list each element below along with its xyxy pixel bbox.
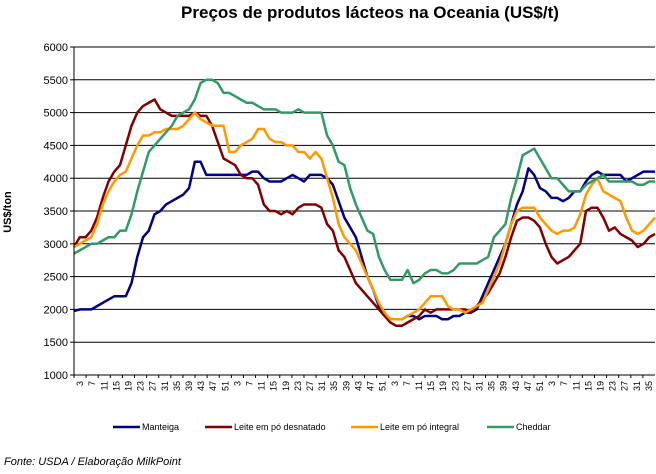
x-tick-label: 35 (172, 381, 182, 391)
legend-label-3: Leite em pó integral (380, 422, 459, 432)
x-tick-label: 19 (438, 381, 448, 391)
x-tick-label: 39 (184, 381, 194, 391)
x-tick-label: 31 (474, 381, 484, 391)
y-tick-label-2000: 2000 (44, 304, 68, 316)
x-tick-label: 31 (160, 381, 170, 391)
x-tick-label: 31 (632, 381, 642, 391)
chart-title: Preços de produtos lácteos na Oceania (U… (181, 3, 559, 22)
y-tick-label-4500: 4500 (44, 140, 68, 152)
x-tick-label: 15 (583, 381, 593, 391)
legend-label-1: Manteiga (142, 422, 179, 432)
y-tick-label-5500: 5500 (44, 75, 68, 87)
x-tick-label: 27 (462, 381, 472, 391)
x-tick-label: 19 (281, 381, 291, 391)
x-tick-label: 11 (257, 381, 267, 390)
x-tick-label: 27 (620, 381, 630, 391)
series-lines (72, 78, 656, 328)
x-tick-label: 47 (366, 381, 376, 391)
x-tick-label: 7 (245, 381, 255, 386)
x-tick-label: 11 (571, 381, 581, 390)
x-tick-label: 27 (148, 381, 158, 391)
x-tick-label: 15 (269, 381, 279, 391)
series-line-2 (72, 98, 656, 328)
legend-label-2: Leite em pó desnatado (234, 422, 326, 432)
x-tick-label: 47 (208, 381, 218, 391)
x-tick-label: 7 (402, 381, 412, 386)
x-tick-label: 51 (535, 381, 545, 391)
x-tick-label: 23 (450, 381, 460, 391)
y-tick-label-2500: 2500 (44, 272, 68, 284)
x-tick-label: 31 (317, 381, 327, 391)
source-note: Fonte: USDA / Elaboração MilkPoint (4, 456, 181, 468)
x-tick-label: 23 (293, 381, 303, 391)
x-tick-label: 35 (487, 381, 497, 391)
x-tick-label: 51 (220, 381, 230, 391)
y-axis-label: US$/ton (2, 191, 14, 233)
x-tick-label: 27 (305, 381, 315, 391)
grid-lines (74, 46, 655, 376)
y-tick-label-6000: 6000 (44, 42, 68, 54)
x-tick-label: 39 (499, 381, 509, 391)
series-line-3 (73, 111, 656, 321)
x-tick-label: 35 (644, 381, 654, 391)
x-tick-label: 23 (608, 381, 618, 391)
series-line-1 (73, 160, 655, 321)
y-tick-label-4000: 4000 (44, 173, 68, 185)
x-tick-label: 35 (329, 381, 339, 391)
x-tick-label: 39 (341, 381, 351, 391)
y-tick-label-3000: 3000 (44, 239, 68, 251)
x-tick-label: 51 (378, 381, 388, 391)
x-tick-label: 19 (123, 381, 133, 391)
x-tick-label: 7 (87, 381, 97, 386)
x-tick-label: 3 (390, 381, 400, 386)
y-tick-label-3500: 3500 (44, 206, 68, 218)
x-tick-label: 11 (99, 381, 109, 390)
x-tick-label: 43 (353, 381, 363, 391)
x-tick-label: 43 (196, 381, 206, 391)
axes (73, 47, 655, 376)
x-tick-label: 19 (596, 381, 606, 391)
x-axis-ticks: 3 7 11 15 19 23 27 31 35 39 43 47 51 3 7 11 15 19 23 27 31 35… (73, 375, 654, 391)
x-tick-label: 3 (75, 381, 85, 386)
x-tick-label: 43 (511, 381, 521, 391)
series-line-4 (73, 78, 655, 285)
legend-label-4: Cheddar (516, 422, 551, 432)
x-tick-label: 15 (426, 381, 436, 391)
x-tick-label: 11 (414, 381, 424, 390)
x-tick-label: 3 (232, 381, 242, 386)
y-tick-label-5000: 5000 (44, 108, 68, 120)
y-tick-label-1500: 1500 (44, 337, 68, 349)
y-tick-label-1000: 1000 (44, 370, 68, 382)
x-tick-label: 3 (547, 381, 557, 386)
x-tick-label: 7 (559, 381, 569, 386)
x-tick-label: 47 (523, 381, 533, 391)
y-axis-ticks: 1000 1500 2000 2500 3000 3500 4000 4500 5000 5500… (44, 42, 74, 382)
x-tick-label: 15 (111, 381, 121, 391)
legend: Manteiga Leite em pó desnatado Leite em pó… (113, 422, 551, 432)
x-tick-label: 23 (136, 381, 146, 391)
